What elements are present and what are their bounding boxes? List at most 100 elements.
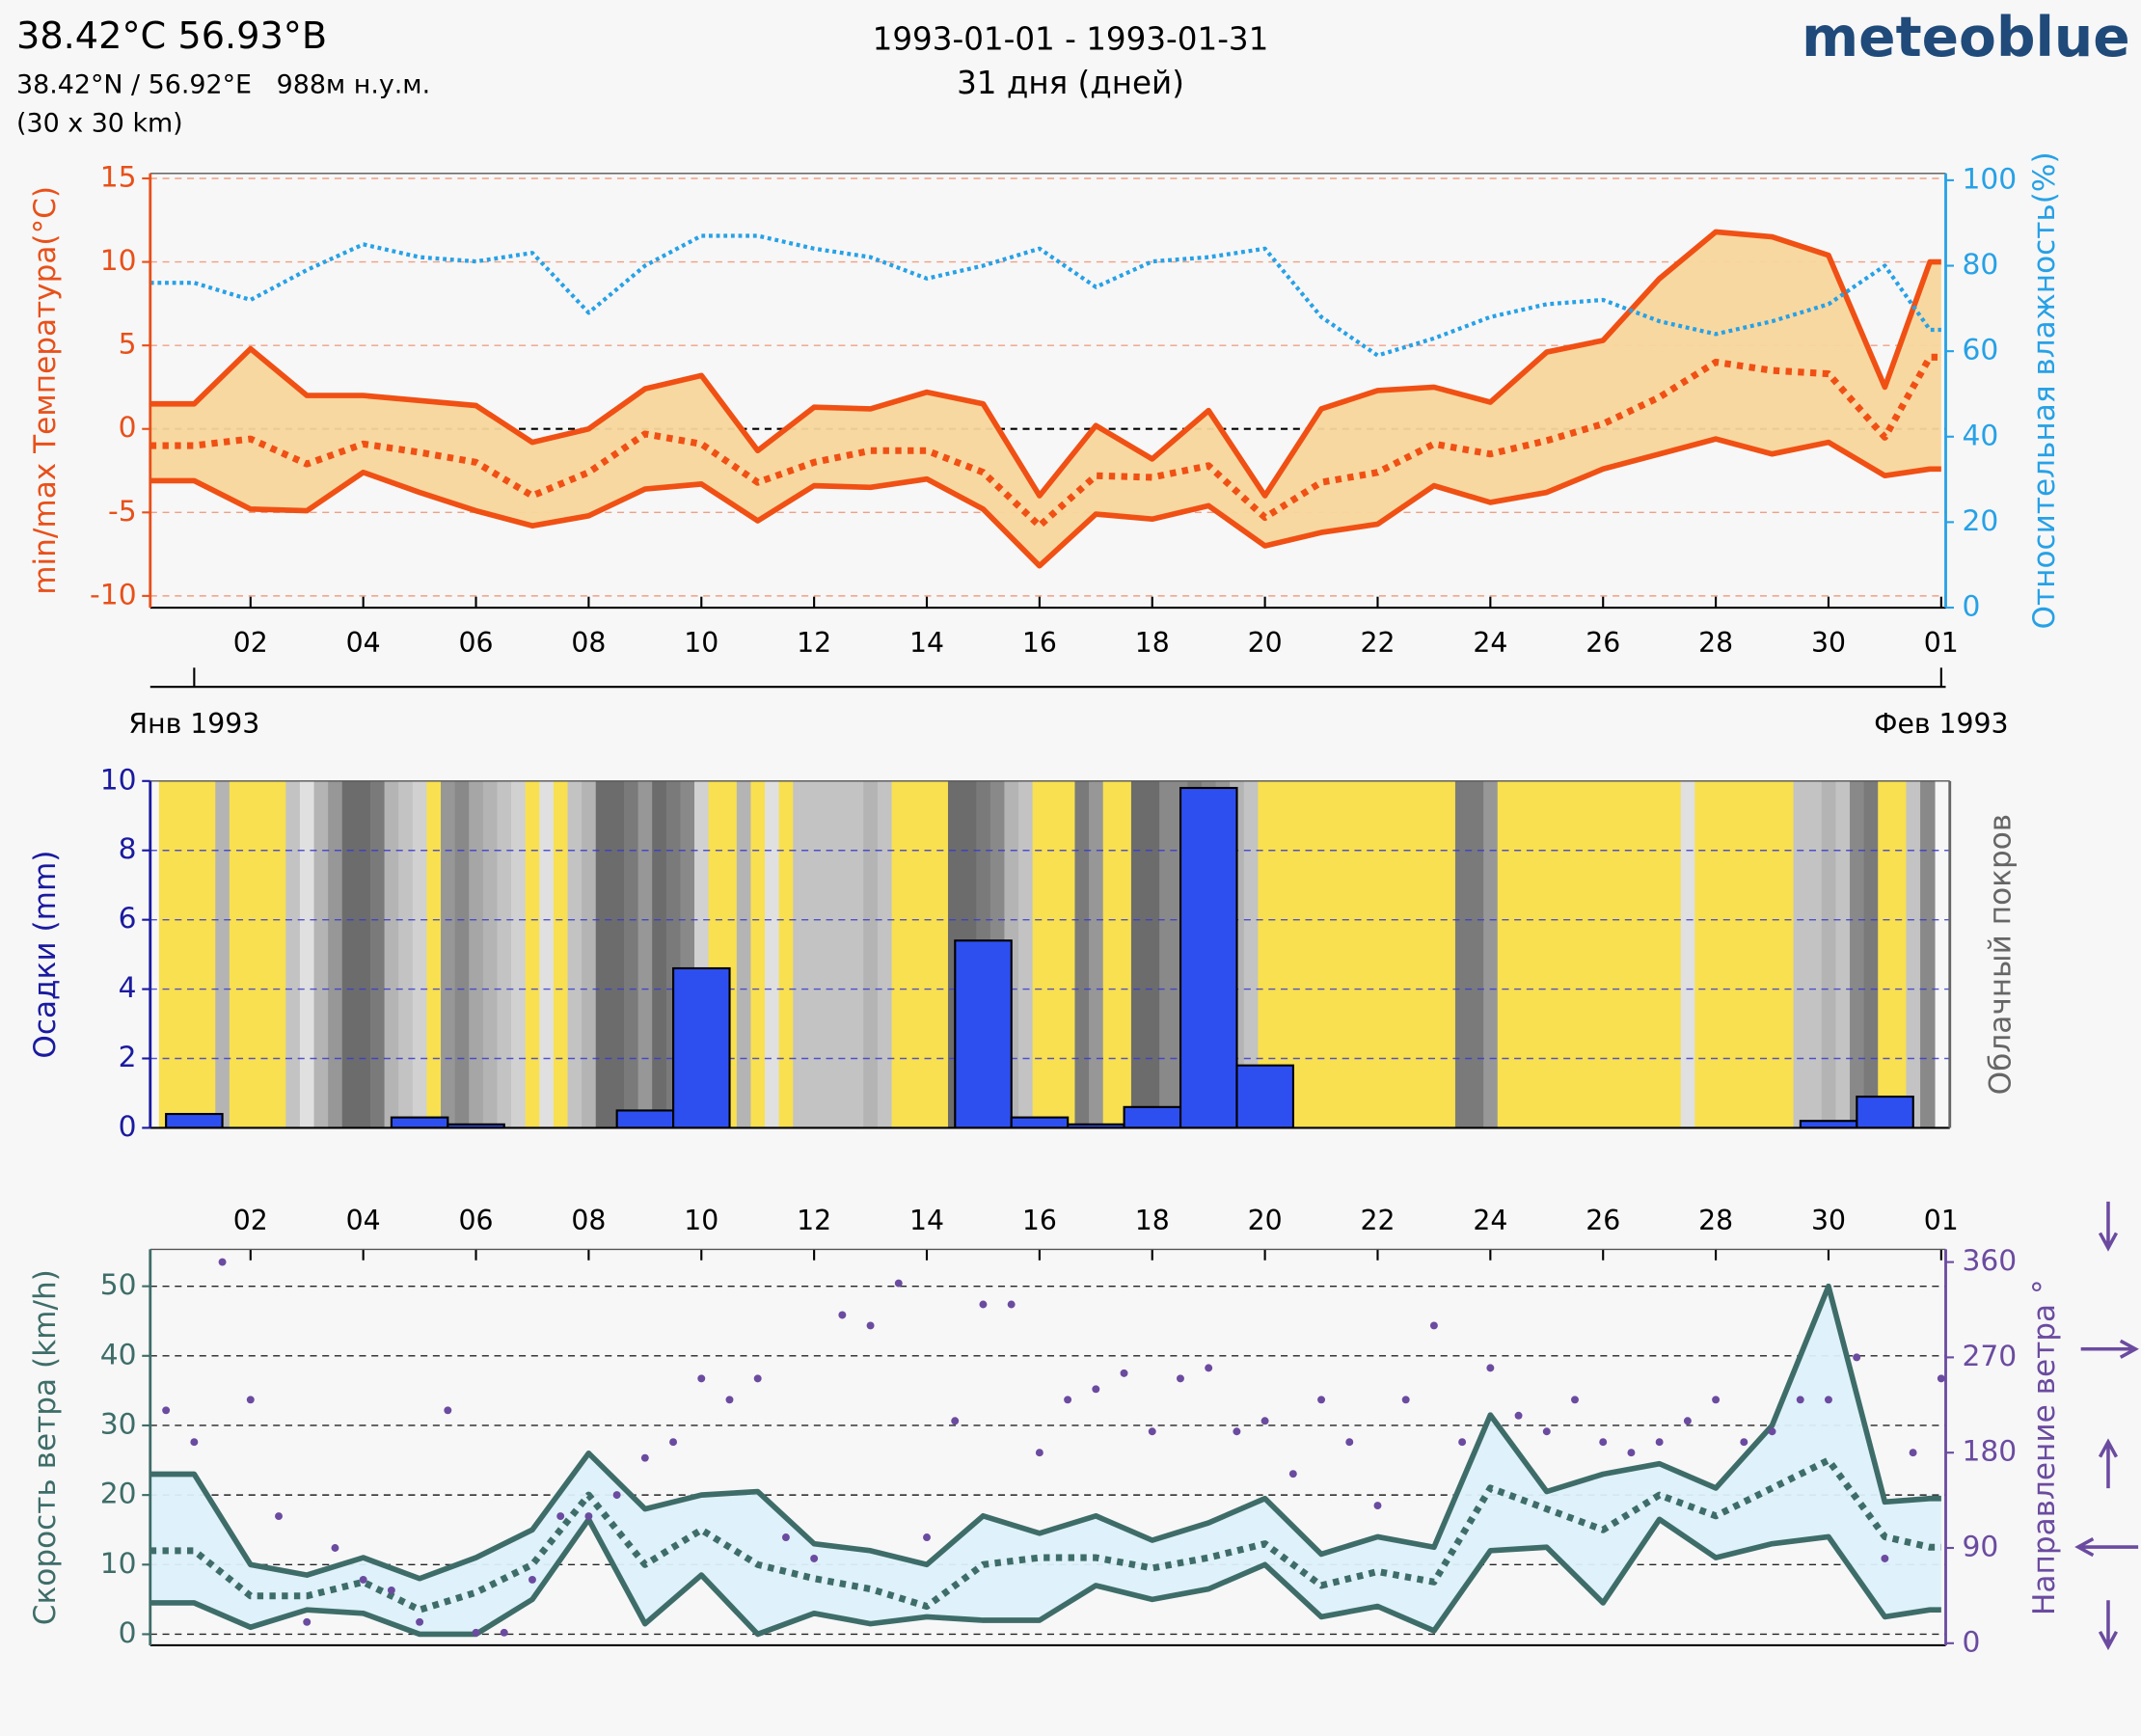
y-tick-label: 15 — [100, 160, 137, 194]
direction-point — [1486, 1364, 1495, 1372]
cloud-cover — [553, 780, 569, 1128]
direction-point — [781, 1533, 790, 1541]
x-tick-label: 18 — [1135, 1205, 1170, 1236]
direction-point — [1571, 1396, 1579, 1404]
x-tick-label: 16 — [1022, 1205, 1057, 1236]
series-line — [149, 1516, 1941, 1638]
series-line — [149, 233, 1941, 358]
bar — [165, 1112, 224, 1129]
x-tick-label: 08 — [571, 627, 606, 659]
cloud-cover — [736, 780, 752, 1128]
cloud-cover — [384, 780, 400, 1128]
cloud-cover — [1765, 780, 1780, 1128]
cloud-cover — [356, 780, 371, 1128]
cloud-cover — [257, 780, 273, 1128]
cloud-cover — [1314, 780, 1330, 1128]
cloud-cover — [1667, 780, 1682, 1128]
cloud-cover — [173, 780, 188, 1128]
direction-point — [1007, 1300, 1016, 1309]
cloud-cover — [567, 780, 583, 1128]
direction-point — [669, 1438, 678, 1447]
series-line — [149, 1283, 1941, 1582]
cloud-cover — [1737, 780, 1752, 1128]
cloud-cover — [341, 780, 358, 1128]
direction-point — [190, 1438, 199, 1447]
direction-point — [1233, 1427, 1241, 1436]
x-tick-label: 24 — [1473, 1205, 1507, 1236]
direction-point — [979, 1300, 988, 1309]
x-tick-label: 30 — [1811, 1205, 1846, 1236]
cloud-cover — [511, 780, 527, 1128]
cloud-cover — [1117, 780, 1132, 1128]
direction-point — [1627, 1449, 1636, 1457]
cloud-cover — [877, 780, 893, 1128]
x-tick-label: 10 — [684, 1205, 718, 1236]
cloud-cover — [426, 780, 442, 1128]
y-tick-label: 10 — [100, 1547, 137, 1581]
cloud-cover — [1300, 780, 1315, 1128]
direction-point — [1288, 1470, 1297, 1478]
y2-tick-label: 60 — [1962, 334, 1998, 367]
direction-point — [162, 1406, 171, 1415]
cloud-cover — [595, 780, 611, 1128]
cloud-cover — [441, 780, 456, 1128]
x-tick-label: 04 — [346, 627, 381, 659]
direction-point — [303, 1617, 312, 1626]
direction-point — [1740, 1438, 1748, 1447]
day-count: 31 дня (дней) — [957, 65, 1184, 101]
series-line — [149, 229, 1941, 499]
bar — [1235, 1064, 1294, 1129]
cloud-cover — [1370, 780, 1386, 1128]
cloud-cover — [1130, 780, 1147, 1128]
y2-axis-title: Облачный покров — [1984, 814, 2019, 1095]
cloud-cover — [1891, 780, 1908, 1128]
cloud-cover — [1384, 780, 1400, 1128]
x-tick-label: 06 — [459, 1205, 494, 1236]
brand-logo: meteoblue — [1802, 6, 2129, 69]
cloud-cover — [1624, 780, 1640, 1128]
cloud-cover — [1525, 780, 1541, 1128]
cloud-cover — [1722, 780, 1738, 1128]
cloud-cover — [1920, 780, 1936, 1128]
cloud-cover — [1089, 780, 1104, 1128]
direction-point — [923, 1533, 931, 1541]
cloud-cover — [369, 780, 386, 1128]
bar — [1123, 1105, 1182, 1129]
bar — [1799, 1120, 1858, 1129]
y-axis-title: min/max Температура(°C) — [28, 186, 63, 595]
cloud-cover — [1680, 780, 1696, 1128]
direction-point — [416, 1617, 424, 1626]
direction-point — [1514, 1411, 1523, 1420]
y-tick-label: 0 — [119, 1110, 137, 1144]
direction-point — [387, 1586, 395, 1594]
cloud-cover — [906, 780, 921, 1128]
cloud-cover — [1821, 780, 1837, 1128]
cloud-cover — [610, 780, 625, 1128]
coordinates: 38.42°N / 56.92°E 988м н.у.м. — [16, 70, 430, 100]
direction-point — [1712, 1396, 1721, 1404]
x-tick-label: 20 — [1248, 1205, 1283, 1236]
direction-point — [894, 1279, 903, 1288]
y-tick-label: 10 — [100, 244, 137, 278]
y2-tick-label: 80 — [1962, 248, 1998, 282]
direction-point — [472, 1628, 480, 1637]
x-tick-label: 12 — [797, 1205, 831, 1236]
y2-axis-title: Относительная влажность(%) — [2027, 151, 2062, 629]
y-axis-title: Скорость ветра (km/h) — [28, 1269, 63, 1625]
y2-tick-label: 270 — [1962, 1340, 2017, 1373]
cloud-cover — [1342, 780, 1358, 1128]
x-tick-label: 01 — [1924, 1205, 1959, 1236]
cloud-cover — [412, 780, 428, 1128]
y2-axis-title: Направление ветра ° — [2027, 1279, 2062, 1615]
cloud-cover — [1032, 780, 1048, 1128]
direction-point — [500, 1628, 508, 1637]
direction-point — [1655, 1438, 1664, 1447]
x-tick-label: 10 — [684, 627, 718, 659]
direction-point — [753, 1374, 762, 1383]
x-tick-label: 22 — [1360, 1205, 1395, 1236]
series-line — [149, 1456, 1941, 1614]
direction-point — [1345, 1438, 1354, 1447]
series-line — [149, 436, 1941, 569]
cloud-cover — [1596, 780, 1612, 1128]
cloud-cover — [1750, 780, 1767, 1128]
